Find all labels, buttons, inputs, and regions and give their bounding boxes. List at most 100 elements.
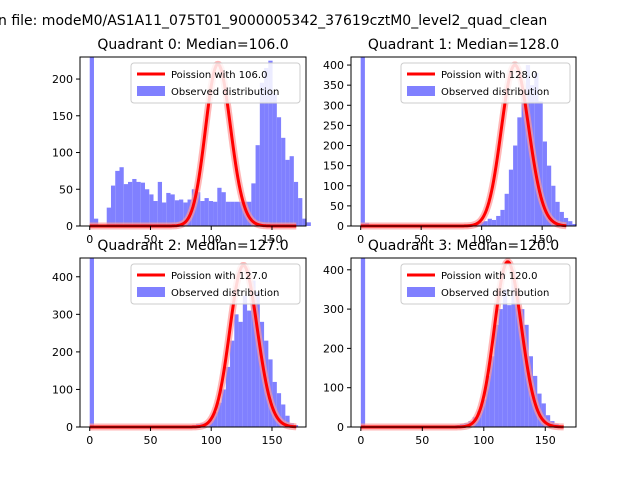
axes-frame [79,56,307,227]
histogram-bar [89,57,94,226]
legend-box [400,62,571,104]
histogram-bar [238,321,243,427]
x-tick-label: 100 [201,434,222,447]
histogram-bar [293,181,299,226]
histogram-bar [542,141,547,226]
legend-label-observed: Observed distribution [171,288,279,299]
histogram-bar [145,189,150,226]
legend-box [130,263,301,305]
histogram-bar [115,170,120,226]
y-tick-label: 300 [323,99,344,112]
histogram-bar [119,167,124,226]
histogram-bar [200,201,205,226]
y-tick-label: 350 [323,79,344,92]
legend-bar-swatch [137,287,165,297]
histogram-bar [500,209,505,226]
histogram-bar [521,93,526,226]
histogram-bar [513,145,518,226]
histogram-bar [136,181,141,226]
histogram-bar [230,201,235,226]
histogram-bar [555,201,560,226]
y-tick-label: 100 [323,382,344,395]
histogram-bar [221,192,226,226]
x-tick-label: 0 [357,434,364,447]
subplot-3: Quadrant 3: Median=120.0 0 50 100 150 0 100 200… [323,238,577,447]
histogram-bar [496,215,501,226]
histogram-bar [551,185,556,226]
histogram-bar [213,201,218,226]
x-tick-label: 150 [535,434,556,447]
y-tick-label: 200 [52,73,73,86]
histogram-bar [285,415,290,427]
legend-box [400,263,571,305]
histogram-bar [306,222,311,226]
histogram-bar [507,305,512,427]
x-tick-label: 50 [143,434,157,447]
y-tick-label: 0 [66,220,73,233]
subplot-title: Quadrant 1: Median=128.0 [368,37,559,53]
legend-label-poisson: Poission with 106.0 [171,70,267,81]
y-tick-label: 100 [323,180,344,193]
histogram-bar [234,201,239,226]
legend-bar-swatch [407,287,435,297]
histogram-bar [174,200,180,226]
histogram-bar [110,185,116,226]
histogram-bar [89,258,94,427]
histogram-bar [559,211,564,226]
histogram-bar [508,169,514,226]
histogram-bar [538,101,543,226]
x-tick-label: 50 [143,233,157,246]
subplot-0: Quadrant 0: Median=106.0 0 50 100 150 0 50 100 1… [52,37,311,246]
axes-frame [350,56,577,227]
y-tick-label: 200 [52,346,73,359]
y-tick-label: 0 [337,220,344,233]
legend-label-poisson: Poission with 127.0 [171,271,267,282]
x-tick-label: 150 [261,434,282,447]
histogram-bar [140,182,146,226]
histogram-bar [281,137,286,226]
histogram-bar [255,145,260,226]
histogram-bar [360,258,366,427]
histogram-bar [511,269,516,427]
x-tick-label: 50 [415,434,429,447]
histogram-bar [276,117,282,226]
histogram-bar [276,393,282,427]
histogram-bar [268,60,273,226]
subplot-title: Quadrant 3: Median=120.0 [368,238,559,254]
x-tick-label: 0 [86,434,93,447]
histogram-bar [149,194,154,226]
histogram-bar [489,356,495,427]
y-tick-label: 0 [66,421,73,434]
histogram-bar [534,73,539,226]
legend-label-poisson: Poission with 120.0 [441,271,537,282]
legend-label-observed: Observed distribution [441,87,549,98]
histogram-bar [183,202,188,226]
histogram-bar [234,314,239,427]
legend: Poission with 128.0 Observed distribution [400,62,571,104]
histogram-bar [127,181,133,226]
histogram-bar [483,221,488,226]
histogram-bar [568,221,573,226]
histogram-bar [208,201,214,226]
x-tick-label: 150 [261,233,282,246]
histogram-bar [259,82,265,226]
histogram-bar [221,389,226,427]
histogram-bar [264,68,269,227]
histogram-bar [132,178,137,226]
histogram-bar [196,192,201,226]
axes-frame [350,257,577,428]
histogram-bar [487,218,492,226]
y-tick-label: 50 [59,183,73,196]
histogram-bar [255,291,260,427]
histogram-bar [485,375,490,427]
legend-label-poisson: Poission with 128.0 [441,70,537,81]
x-tick-label: 0 [357,233,364,246]
histogram-bar [520,309,525,427]
histogram-bar [360,57,365,226]
histogram-bar [298,198,303,226]
histogram-bar [157,181,163,226]
y-tick-label: 200 [323,140,344,153]
legend: Poission with 127.0 Observed distribution [130,263,301,305]
y-tick-label: 150 [52,110,73,123]
